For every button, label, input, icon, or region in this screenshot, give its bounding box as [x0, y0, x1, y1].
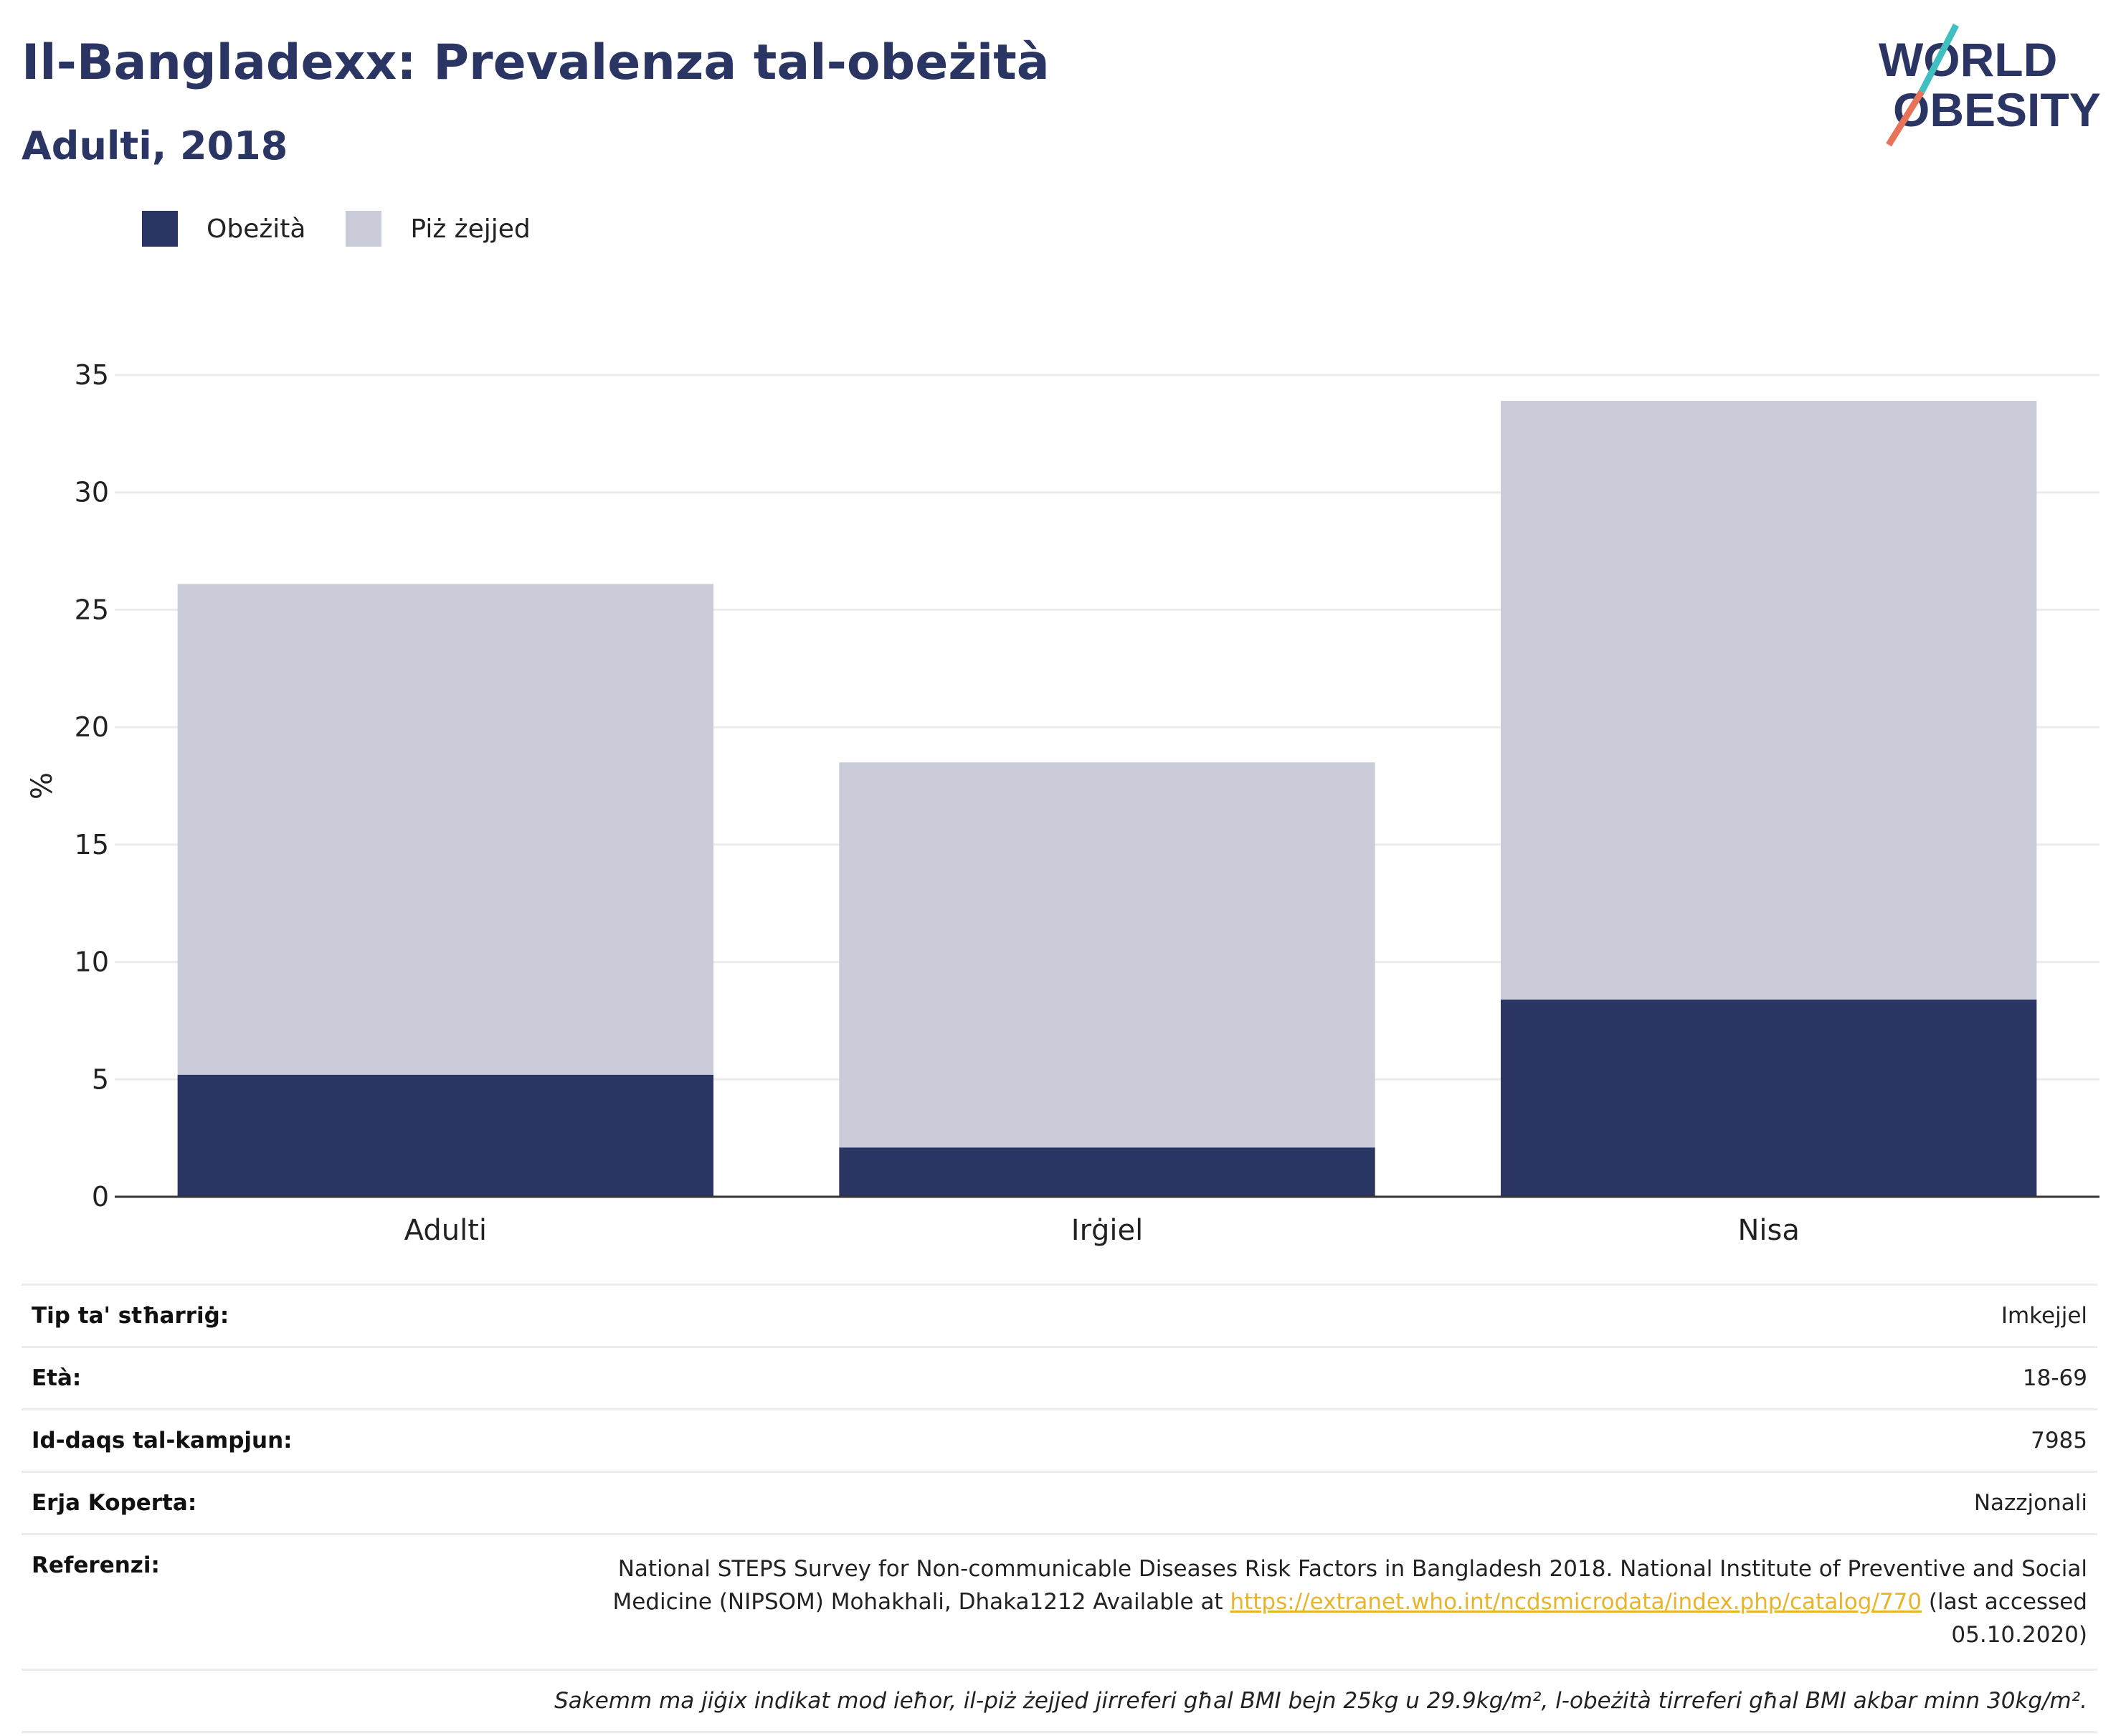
logo-slash-coral	[1886, 90, 1925, 147]
y-tick-label: 20	[75, 711, 109, 743]
info-value: 18-69	[2022, 1365, 2087, 1391]
bar-overweight	[177, 584, 714, 1075]
info-row-note: Sakemm ma jiġix indikat mod ieħor, il-pi…	[22, 1671, 2097, 1733]
stacked-bar-chart: 0 5 10 15 20 25 30 35% Adulti Irġiel Nisa	[26, 359, 2099, 1247]
chart-legend: Obeżità Piż żejjed	[142, 211, 571, 247]
bar-obesity	[1500, 999, 2037, 1197]
legend-item-obesity[interactable]: Obeżità	[142, 211, 305, 247]
bar-obesity	[839, 1147, 1375, 1197]
y-tick-label: 0	[92, 1181, 109, 1213]
x-tick-label: Irġiel	[1071, 1214, 1143, 1247]
info-row-survey-type: Tip ta' stħarriġ: Imkejjel	[22, 1286, 2097, 1348]
legend-swatch-obesity	[142, 211, 178, 247]
info-value: Nazzjonali	[1973, 1490, 2087, 1516]
survey-info-table: Tip ta' stħarriġ: Imkejjel Età: 18-69 Id…	[22, 1284, 2097, 1733]
legend-swatch-overweight	[346, 211, 382, 247]
info-row-reference: Referenzi: National STEPS Survey for Non…	[22, 1535, 2097, 1671]
legend-label-overweight: Piż żejjed	[410, 214, 531, 244]
x-tick-label: Adulti	[404, 1214, 487, 1247]
logo-slash-teal	[1919, 23, 1959, 94]
reference-text-before: National STEPS Survey for Non-communicab…	[612, 1556, 2087, 1615]
reference-text-after: (last accessed 05.10.2020)	[1922, 1589, 2087, 1648]
info-value: Imkejjel	[2001, 1303, 2087, 1329]
y-tick-label: 25	[75, 594, 109, 625]
info-label: Erja Koperta:	[32, 1490, 197, 1516]
info-label: Età:	[32, 1365, 82, 1391]
y-tick-label: 5	[92, 1063, 109, 1095]
reference-link[interactable]: https://extranet.who.int/ncdsmicrodata/i…	[1230, 1589, 1922, 1615]
bar-overweight	[839, 762, 1375, 1148]
chart-subtitle: Adulti, 2018	[22, 123, 288, 169]
info-label: Id-daqs tal-kampjun:	[32, 1428, 293, 1453]
info-row-area-covered: Erja Koperta: Nazzjonali	[22, 1473, 2097, 1535]
y-tick-label: 10	[75, 947, 109, 978]
world-obesity-logo: WORLD OBESITY	[1879, 23, 2101, 147]
info-value: 7985	[2031, 1428, 2087, 1453]
info-label: Referenzi:	[32, 1552, 160, 1578]
bar-obesity	[177, 1074, 714, 1197]
x-tick-label: Nisa	[1737, 1214, 1799, 1247]
bar-overweight	[1500, 401, 2037, 1000]
logo-line1: WORLD	[1879, 33, 2057, 86]
legend-item-overweight[interactable]: Piż żejjed	[346, 211, 531, 247]
reference-text: National STEPS Survey for Non-communicab…	[582, 1552, 2087, 1651]
logo-line2: OBESITY	[1893, 83, 2101, 136]
chart-title: Il-Bangladexx: Prevalenza tal-obeżità	[22, 34, 1050, 91]
info-row-age: Età: 18-69	[22, 1348, 2097, 1410]
y-tick-label: 30	[75, 477, 109, 508]
y-tick-label: 35	[75, 359, 109, 391]
y-axis-label: %	[26, 772, 59, 800]
info-row-sample-size: Id-daqs tal-kampjun: 7985	[22, 1410, 2097, 1473]
y-tick-label: 15	[75, 829, 109, 860]
legend-label-obesity: Obeżità	[207, 214, 306, 244]
info-label: Tip ta' stħarriġ:	[32, 1303, 229, 1329]
bmi-note: Sakemm ma jiġix indikat mod ieħor, il-pi…	[554, 1688, 2087, 1714]
